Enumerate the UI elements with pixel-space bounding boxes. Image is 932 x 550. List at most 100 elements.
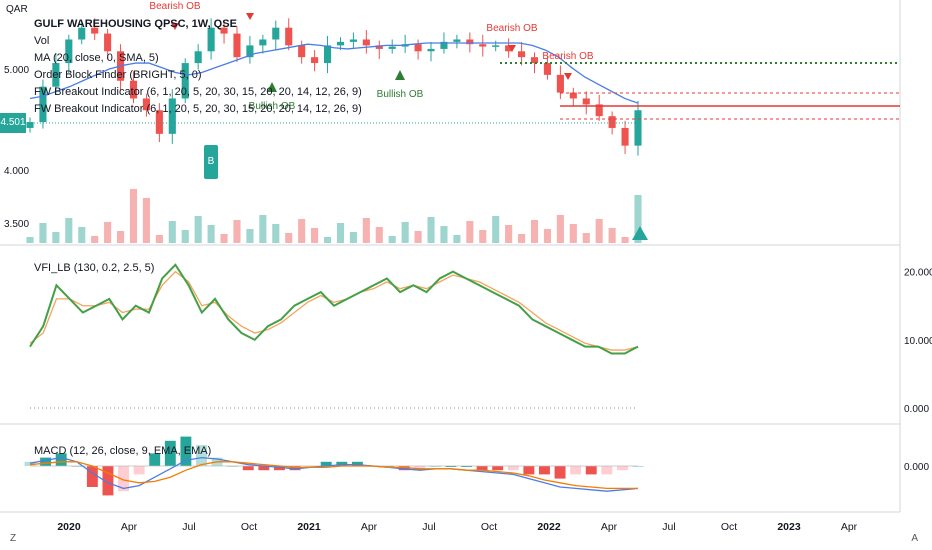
x-tick-label: Apr — [841, 521, 858, 533]
candle-body — [311, 57, 319, 64]
macd-histogram-bar — [242, 466, 254, 471]
legend-obf: Order Block Finder (BRIGHT, 5, 0) — [34, 69, 202, 81]
volume-bar — [530, 220, 539, 243]
macd-histogram-bar — [289, 466, 301, 471]
bullish-ob-arrow — [395, 70, 405, 80]
candle-body — [479, 44, 487, 47]
candle-body — [259, 39, 267, 46]
macd-histogram-bar — [554, 466, 566, 479]
volume-bar — [323, 237, 332, 243]
macd-signal-line — [29, 461, 638, 490]
macd-histogram-bar — [258, 466, 270, 471]
candle-body — [336, 41, 345, 46]
volume-bar — [479, 230, 487, 243]
candle-body — [207, 27, 215, 52]
candle-body — [466, 39, 474, 45]
candle-body — [349, 39, 357, 42]
candle-body — [194, 51, 202, 64]
bearish-ob-label: Bearish OB — [149, 1, 200, 12]
candle-body — [569, 92, 577, 99]
volume-bar — [543, 229, 552, 243]
x-tick-label: 2023 — [777, 521, 801, 533]
candle-body — [492, 45, 500, 47]
bearish-ob-arrow — [508, 45, 516, 52]
vfi-tick-label: 20.000 — [904, 268, 932, 279]
vfi-tick-label: 10.000 — [904, 336, 932, 347]
candle-body — [298, 45, 306, 58]
volume-bar — [608, 228, 616, 243]
macd-histogram-bar — [383, 466, 395, 467]
x-tick-label: Jul — [182, 521, 195, 533]
candle-body — [39, 86, 47, 123]
x-tick-label: Jul — [662, 521, 675, 533]
volume-bar — [440, 226, 448, 243]
candle-body — [233, 33, 241, 58]
candle-body — [530, 57, 539, 64]
vfi-signal-line — [29, 270, 639, 351]
volume-bar — [582, 233, 590, 243]
macd-histogram-bar — [336, 461, 348, 466]
candle-body — [440, 41, 448, 49]
macd-histogram-bar — [351, 461, 363, 466]
auto-scale-corner[interactable]: A — [911, 533, 918, 544]
candle-body — [285, 27, 293, 46]
x-tick-label: Apr — [361, 521, 378, 533]
volume-bar — [388, 236, 396, 243]
x-tick-label: Oct — [481, 521, 497, 533]
legend-ma: MA (20, close, 0, SMA, 5) — [34, 52, 159, 64]
macd-histogram-bar — [398, 466, 410, 471]
volume-bar — [427, 217, 435, 243]
macd-histogram-bar — [320, 461, 332, 466]
bullish-ob-label: Bullish OB — [377, 89, 424, 100]
bullish-ob-label: Bullish OB — [249, 101, 296, 112]
volume-bar — [39, 223, 47, 243]
candle-body — [26, 122, 34, 128]
candle-body — [220, 27, 228, 34]
candle-body — [388, 46, 396, 49]
macd-histogram-bar — [476, 466, 488, 471]
volume-bar — [104, 222, 112, 243]
x-tick-label: Apr — [601, 521, 618, 533]
macd-histogram-bar — [523, 466, 535, 475]
macd-histogram-bar — [570, 466, 582, 475]
candle-body — [78, 27, 86, 40]
volume-bar — [453, 235, 461, 243]
macd-histogram-bar — [180, 436, 192, 466]
macd-line — [29, 456, 639, 492]
volume-bar — [414, 231, 422, 243]
volume-bar — [233, 220, 241, 243]
macd-legend: MACD (12, 26, close, 9, EMA, EMA) — [34, 445, 212, 457]
candle-body — [129, 80, 138, 99]
volume-bar — [311, 228, 319, 243]
volume-bar — [349, 232, 357, 243]
volume-bar — [595, 219, 603, 243]
volume-bar — [65, 218, 73, 243]
candle-body — [427, 48, 435, 52]
volume-bar — [505, 225, 513, 243]
bearish-ob-arrow — [246, 13, 254, 20]
zoom-corner[interactable]: Z — [10, 533, 17, 544]
bearish-ob-label: Bearish OB — [224, 0, 275, 2]
volume-bar — [26, 237, 34, 243]
vfi-tick-label: 0.000 — [904, 404, 929, 415]
volume-bar — [142, 198, 150, 243]
breakout-marker — [632, 226, 648, 240]
macd-histogram-bar — [601, 466, 613, 475]
macd-pane — [24, 436, 644, 496]
vfi-line — [29, 263, 639, 355]
volume-bar — [168, 221, 176, 243]
volume-bar — [259, 215, 267, 243]
macd-histogram-bar — [118, 466, 129, 492]
macd-histogram-bar — [429, 466, 441, 467]
macd-histogram-bar — [539, 466, 550, 475]
volume-bar — [556, 215, 564, 243]
candle-body — [168, 98, 176, 134]
candle-body — [582, 98, 590, 105]
macd-histogram-bar — [133, 466, 145, 475]
volume-bar — [375, 227, 383, 243]
macd-histogram-bar — [305, 466, 317, 467]
candle-body — [181, 63, 189, 99]
breakout-tag: B — [204, 145, 218, 179]
candle-body — [272, 27, 280, 40]
